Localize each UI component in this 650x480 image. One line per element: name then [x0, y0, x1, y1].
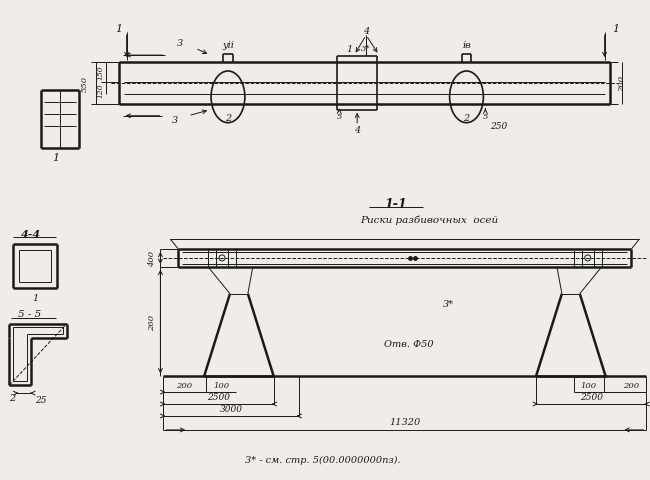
Text: 4-4: 4-4: [21, 228, 41, 239]
Text: 2500: 2500: [207, 392, 230, 401]
Text: 2: 2: [225, 114, 231, 123]
Text: 1: 1: [115, 24, 122, 34]
Text: 550: 550: [81, 76, 89, 92]
Text: 200: 200: [619, 76, 627, 92]
Text: 4: 4: [363, 27, 369, 36]
Text: 250: 250: [489, 122, 507, 131]
Text: 3*: 3*: [361, 45, 371, 53]
Text: 2: 2: [463, 114, 469, 123]
Text: Риски разбивочных  осей: Риски разбивочных осей: [359, 215, 498, 225]
Text: 5 - 5: 5 - 5: [18, 310, 41, 318]
Text: 2: 2: [9, 393, 16, 402]
Text: 3: 3: [177, 38, 183, 48]
Text: 1: 1: [53, 153, 60, 163]
Text: 5: 5: [337, 112, 342, 120]
Text: 4: 4: [354, 126, 360, 135]
Text: 1: 1: [612, 24, 619, 34]
Text: 1: 1: [32, 294, 38, 302]
Text: 400: 400: [148, 250, 157, 266]
Text: 120: 120: [97, 84, 105, 98]
Text: 200: 200: [623, 381, 640, 389]
Text: 25: 25: [35, 395, 47, 404]
Text: 260: 260: [148, 314, 157, 330]
Text: 100: 100: [580, 381, 597, 389]
Text: 1-1: 1-1: [385, 197, 408, 210]
Text: 1: 1: [346, 45, 352, 53]
Text: 3000: 3000: [220, 404, 242, 413]
Text: Отв. Φ50: Отв. Φ50: [384, 339, 434, 348]
Text: 3*: 3*: [443, 300, 454, 309]
Text: 3* - см. стр. 5(00.0000000пз).: 3* - см. стр. 5(00.0000000пз).: [245, 455, 400, 464]
Text: 100: 100: [213, 381, 229, 389]
Text: уіі: уіі: [222, 40, 234, 49]
Text: 2500: 2500: [580, 392, 603, 401]
Text: 5: 5: [483, 112, 488, 120]
Text: 200: 200: [176, 381, 192, 389]
Text: iв: iв: [462, 40, 471, 49]
Text: 3: 3: [172, 116, 179, 125]
Text: 11320: 11320: [389, 418, 421, 427]
Text: 150: 150: [97, 66, 105, 80]
